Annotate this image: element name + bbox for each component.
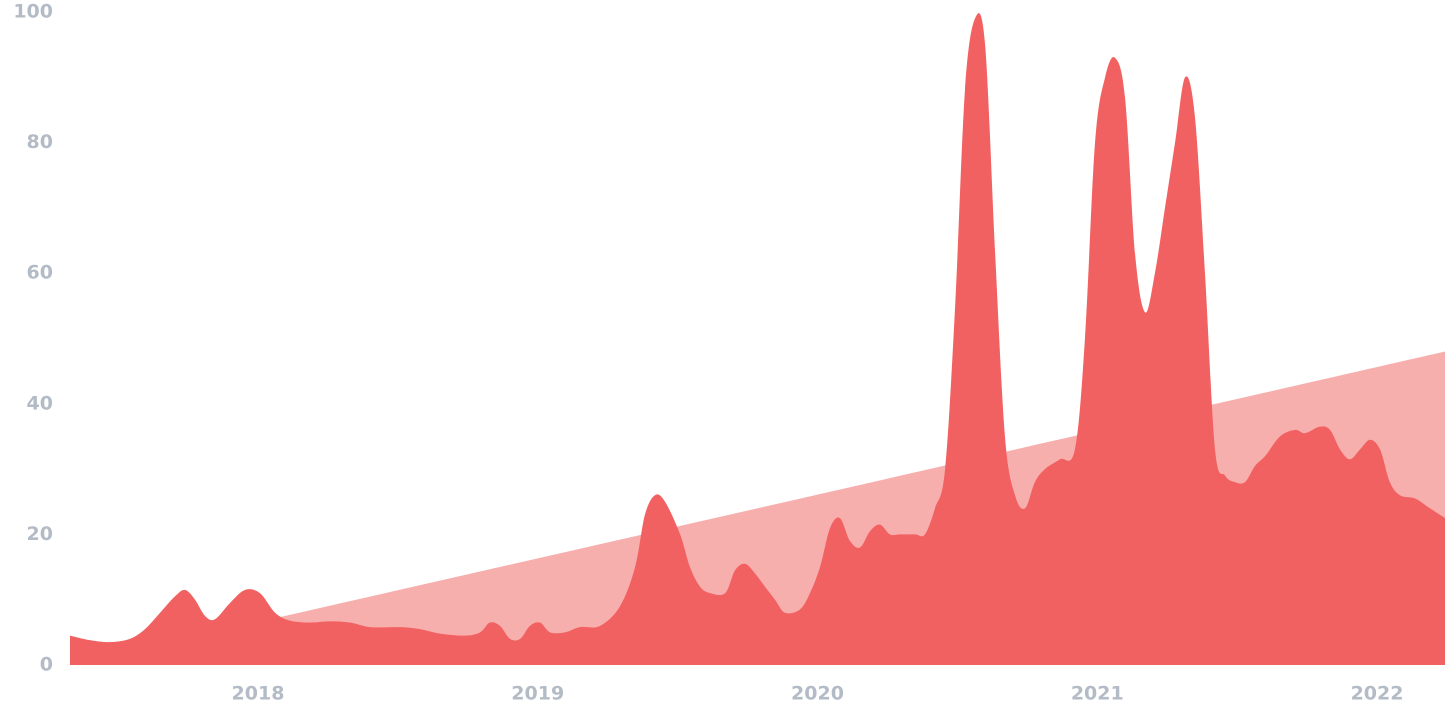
y-tick-label: 20 (27, 523, 53, 545)
y-tick-label: 100 (13, 1, 53, 23)
x-tick-label: 2018 (232, 683, 285, 705)
x-tick-label: 2020 (791, 683, 844, 705)
y-tick-label: 0 (40, 654, 53, 676)
y-tick-label: 40 (27, 392, 53, 414)
area (70, 13, 1445, 665)
y-tick-label: 80 (27, 131, 53, 153)
y-tick-label: 60 (27, 262, 53, 284)
x-tick-label: 2022 (1351, 683, 1404, 705)
x-tick-label: 2019 (511, 683, 564, 705)
x-tick-label: 2021 (1071, 683, 1124, 705)
